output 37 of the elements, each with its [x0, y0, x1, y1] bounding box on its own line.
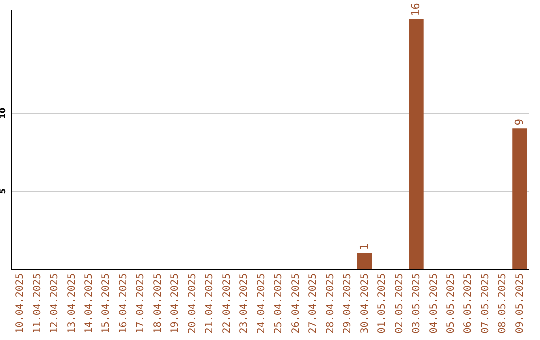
x-tick-label: 01.05.2025 — [377, 274, 388, 334]
x-tick-label: 29.04.2025 — [342, 274, 354, 334]
data-label: 16 — [410, 3, 423, 16]
x-tick-label: 12.04.2025 — [50, 274, 61, 334]
bar — [512, 128, 528, 269]
x-tick-label: 07.05.2025 — [480, 274, 492, 334]
data-label: 9 — [512, 118, 526, 126]
x-tick-label: 04.05.2025 — [428, 274, 440, 334]
x-tick-label: 02.05.2025 — [394, 274, 406, 334]
x-tick-label: 24.04.2025 — [256, 274, 268, 334]
x-tick-label: 20.04.2025 — [187, 274, 198, 334]
x-tick-label: 26.04.2025 — [290, 274, 302, 334]
x-tick-label: 14.04.2025 — [84, 274, 95, 334]
x-tick-label: 19.04.2025 — [170, 274, 182, 334]
x-tick-label: 17.04.2025 — [136, 274, 147, 334]
bar — [409, 19, 424, 269]
bar — [357, 253, 372, 269]
x-tick-label: 27.04.2025 — [308, 274, 320, 334]
x-tick-label: 08.05.2025 — [498, 274, 509, 334]
x-tick-label: 25.04.2025 — [274, 274, 285, 334]
x-tick-label: 18.04.2025 — [152, 274, 164, 334]
x-tick-label: 22.04.2025 — [222, 274, 233, 334]
x-tick-label: 15.04.2025 — [101, 274, 112, 334]
x-tick-label: 28.04.2025 — [325, 274, 336, 334]
y-tick-label: 5 — [0, 188, 8, 194]
x-tick-label: 30.04.2025 — [360, 274, 371, 334]
x-tick-label: 16.04.2025 — [118, 274, 130, 334]
x-tick-label: 13.04.2025 — [66, 274, 78, 334]
x-tick-label: 10.04.2025 — [15, 274, 26, 334]
x-tick-label: 23.04.2025 — [239, 274, 250, 334]
x-tick-label: 21.04.2025 — [204, 274, 216, 334]
x-tick-label: 09.05.2025 — [514, 274, 526, 334]
x-tick-label: 03.05.2025 — [412, 274, 423, 334]
data-label: 1 — [358, 244, 371, 250]
x-tick-label: 11.04.2025 — [32, 274, 44, 334]
x-tick-label: 05.05.2025 — [446, 274, 457, 334]
x-tick-label: 06.05.2025 — [463, 274, 474, 334]
